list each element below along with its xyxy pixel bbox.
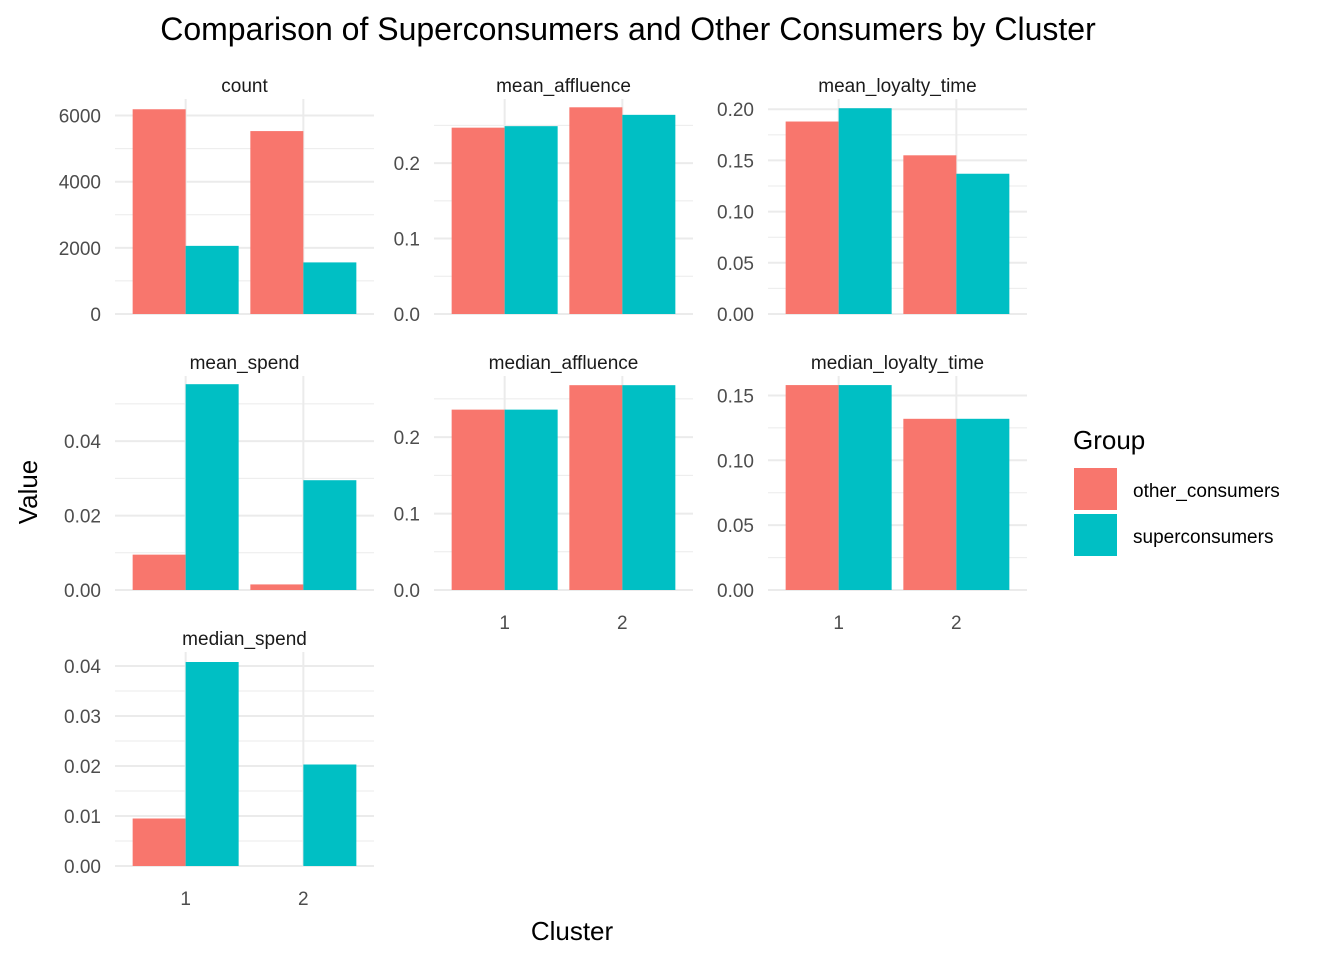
y-tick-label: 0.15 bbox=[717, 386, 754, 407]
bar-median-loyalty-time-cluster-2-other-consumers bbox=[903, 418, 957, 590]
legend-title: Group bbox=[1073, 425, 1145, 455]
facet-panels: 0 2000 4000 6000 count 0.0 0.1 0.2 mean_affluenc… bbox=[59, 76, 1027, 910]
y-axis-title: Value bbox=[13, 460, 43, 525]
bar-mean-loyalty-time-cluster-2-superconsumers bbox=[956, 173, 1010, 314]
bar-median-spend-cluster-1-other-consumers bbox=[132, 818, 186, 866]
x-axis-title: Cluster bbox=[531, 916, 614, 946]
bar-median-affluence-cluster-1-superconsumers bbox=[504, 409, 558, 590]
y-tick-label: 4000 bbox=[59, 173, 101, 194]
legend-label-superconsumers: superconsumers bbox=[1133, 527, 1273, 548]
chart-title: Comparison of Superconsumers and Other C… bbox=[160, 11, 1096, 47]
y-tick-label: 0.05 bbox=[717, 516, 754, 537]
x-tick-label: 1 bbox=[180, 889, 191, 910]
x-tick-label: 2 bbox=[298, 889, 309, 910]
facet-panel-mean-affluence: 0.0 0.1 0.2 mean_affluence bbox=[394, 76, 693, 326]
facet-strip-label: mean_loyalty_time bbox=[818, 76, 976, 97]
facet-strip-label: median_loyalty_time bbox=[811, 353, 984, 374]
y-tick-label: 0.03 bbox=[64, 707, 101, 728]
bar-mean-spend-cluster-2-other-consumers bbox=[250, 584, 304, 590]
y-tick-label: 0.1 bbox=[394, 505, 420, 526]
y-tick-label: 0.04 bbox=[64, 432, 101, 453]
facet-panel-median-affluence: 0.0 0.1 0.2 median_affluence 1 2 bbox=[394, 353, 693, 634]
bar-median-loyalty-time-cluster-1-superconsumers bbox=[838, 385, 892, 590]
y-tick-label: 0.1 bbox=[394, 230, 420, 251]
facet-strip-label: median_spend bbox=[182, 629, 307, 650]
facet-panel-mean-loyalty-time: 0.00 0.05 0.10 0.15 0.20 mean_loyalty_time bbox=[717, 76, 1027, 326]
x-tick-label: 2 bbox=[617, 613, 628, 634]
bar-median-spend-cluster-1-superconsumers bbox=[185, 662, 239, 866]
y-tick-label: 0.04 bbox=[64, 657, 101, 678]
bar-mean-spend-cluster-1-other-consumers bbox=[132, 554, 186, 590]
facet-panel-median-spend: 0.00 0.01 0.02 0.03 0.04 median_spend 1 2 bbox=[64, 629, 374, 910]
y-tick-label: 0.10 bbox=[717, 451, 754, 472]
bar-mean-affluence-cluster-2-other-consumers bbox=[569, 107, 623, 314]
y-tick-label: 0.2 bbox=[394, 428, 420, 449]
y-tick-label: 0.00 bbox=[64, 857, 101, 878]
bar-mean-spend-cluster-1-superconsumers bbox=[185, 384, 239, 590]
legend-key-superconsumers bbox=[1074, 514, 1117, 556]
bar-median-loyalty-time-cluster-2-superconsumers bbox=[956, 418, 1010, 590]
bar-mean-affluence-cluster-1-other-consumers bbox=[451, 127, 505, 315]
facet-strip-label: median_affluence bbox=[489, 353, 639, 374]
x-tick-label: 2 bbox=[951, 613, 962, 634]
y-tick-label: 0.01 bbox=[64, 807, 101, 828]
legend: Group other_consumers superconsumers bbox=[1073, 425, 1280, 556]
bar-mean-affluence-cluster-2-superconsumers bbox=[622, 114, 676, 314]
y-tick-label: 0.05 bbox=[717, 254, 754, 275]
y-tick-label: 0.02 bbox=[64, 507, 101, 528]
y-tick-label: 0.00 bbox=[64, 581, 101, 602]
y-tick-label: 0.02 bbox=[64, 757, 101, 778]
y-tick-label: 0.0 bbox=[394, 581, 420, 602]
bar-count-cluster-2-other-consumers bbox=[250, 131, 304, 314]
y-tick-label: 0.00 bbox=[717, 305, 754, 326]
bar-median-spend-cluster-2-superconsumers bbox=[303, 764, 357, 866]
y-tick-label: 6000 bbox=[59, 107, 101, 128]
facet-strip-label: mean_affluence bbox=[496, 76, 631, 97]
bar-mean-loyalty-time-cluster-1-superconsumers bbox=[838, 108, 892, 314]
bar-mean-loyalty-time-cluster-2-other-consumers bbox=[903, 155, 957, 314]
facet-panel-count: 0 2000 4000 6000 count bbox=[59, 76, 374, 326]
y-tick-label: 0.10 bbox=[717, 203, 754, 224]
y-tick-label: 0.00 bbox=[717, 581, 754, 602]
y-tick-label: 0.2 bbox=[394, 154, 420, 175]
facet-strip-label: mean_spend bbox=[190, 353, 300, 374]
facet-strip-label: count bbox=[221, 76, 268, 97]
facet-panel-median-loyalty-time: 0.00 0.05 0.10 0.15 median_loyalty_time 1 2 bbox=[717, 353, 1027, 634]
y-tick-label: 0.15 bbox=[717, 151, 754, 172]
bar-median-affluence-cluster-1-other-consumers bbox=[451, 409, 505, 590]
bar-median-loyalty-time-cluster-1-other-consumers bbox=[785, 385, 839, 590]
y-tick-label: 0.20 bbox=[717, 100, 754, 121]
y-tick-label: 2000 bbox=[59, 239, 101, 260]
legend-label-other-consumers: other_consumers bbox=[1133, 481, 1280, 502]
bar-median-affluence-cluster-2-superconsumers bbox=[622, 385, 676, 590]
bar-mean-affluence-cluster-1-superconsumers bbox=[504, 126, 558, 314]
bar-median-affluence-cluster-2-other-consumers bbox=[569, 385, 623, 590]
y-tick-label: 0.0 bbox=[394, 305, 420, 326]
facet-panel-mean-spend: 0.00 0.02 0.04 mean_spend bbox=[64, 353, 374, 602]
x-tick-label: 1 bbox=[499, 613, 510, 634]
legend-key-other-consumers bbox=[1074, 468, 1117, 510]
x-tick-label: 1 bbox=[833, 613, 844, 634]
bar-count-cluster-1-other-consumers bbox=[132, 109, 186, 314]
y-tick-label: 0 bbox=[90, 305, 101, 326]
bar-count-cluster-2-superconsumers bbox=[303, 262, 357, 314]
bar-mean-spend-cluster-2-superconsumers bbox=[303, 480, 357, 590]
bar-count-cluster-1-superconsumers bbox=[185, 245, 239, 314]
bar-mean-loyalty-time-cluster-1-other-consumers bbox=[785, 121, 839, 315]
